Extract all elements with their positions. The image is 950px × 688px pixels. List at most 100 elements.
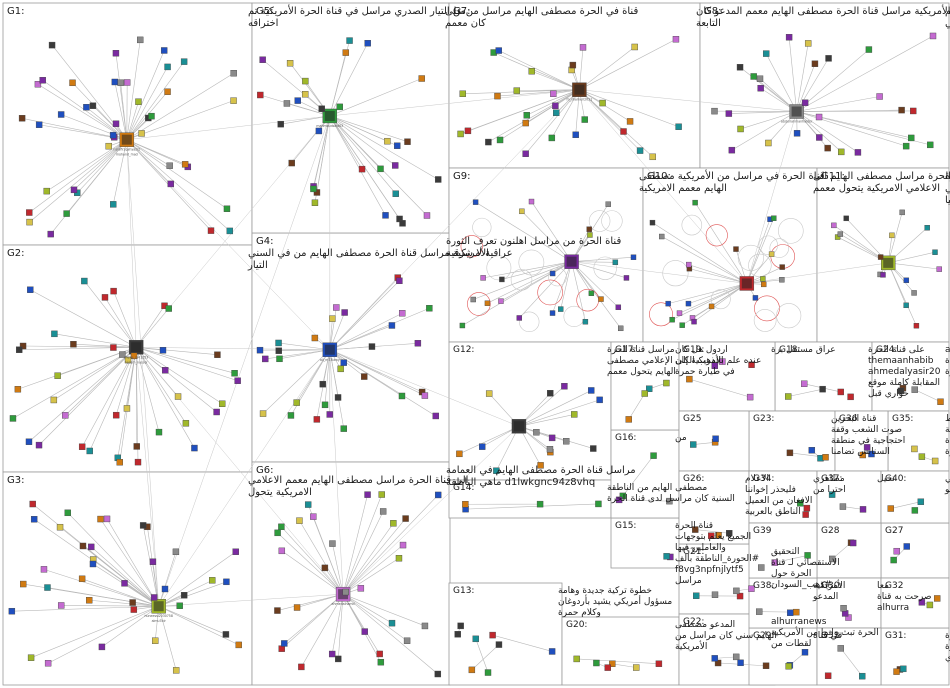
node-avatar[interactable]	[816, 134, 823, 141]
node-avatar[interactable]	[840, 605, 847, 612]
node-avatar[interactable]	[822, 454, 829, 461]
node-avatar[interactable]	[779, 277, 785, 283]
node-avatar[interactable]	[708, 303, 715, 310]
node-avatar[interactable]	[586, 226, 592, 232]
node-avatar[interactable]	[235, 641, 242, 649]
node-avatar[interactable]	[119, 351, 126, 358]
node-avatar[interactable]	[182, 420, 190, 427]
node-avatar[interactable]	[130, 352, 138, 360]
node-avatar[interactable]	[927, 141, 934, 149]
node-avatar[interactable]	[649, 153, 656, 161]
node-avatar[interactable]	[890, 556, 897, 564]
node-avatar[interactable]	[283, 100, 291, 107]
node-avatar[interactable]	[418, 75, 425, 82]
node-avatar[interactable]	[402, 515, 409, 522]
node-avatar[interactable]	[174, 393, 182, 400]
node-avatar[interactable]	[148, 112, 155, 120]
node-avatar[interactable]	[180, 592, 188, 599]
node-avatar[interactable]	[70, 186, 78, 194]
node-avatar[interactable]	[64, 509, 71, 517]
node-avatar[interactable]	[480, 275, 486, 281]
node-avatar[interactable]	[801, 649, 809, 656]
node-avatar[interactable]	[690, 441, 697, 448]
node-avatar[interactable]	[137, 36, 144, 44]
node-avatar[interactable]	[494, 92, 501, 100]
node-avatar[interactable]	[164, 88, 171, 95]
node-avatar[interactable]	[434, 670, 442, 678]
node-avatar[interactable]	[159, 346, 167, 354]
node-avatar[interactable]	[663, 553, 670, 560]
node-avatar[interactable]	[573, 655, 580, 663]
node-avatar[interactable]	[44, 660, 52, 667]
node-avatar[interactable]	[787, 609, 794, 616]
node-avatar[interactable]	[748, 585, 755, 592]
node-avatar[interactable]	[318, 105, 325, 112]
node-avatar[interactable]	[259, 410, 267, 417]
node-avatar[interactable]	[326, 411, 333, 418]
node-avatar[interactable]	[876, 93, 883, 100]
node-avatar[interactable]	[328, 650, 336, 658]
node-avatar[interactable]	[470, 296, 476, 303]
node-avatar[interactable]	[89, 102, 97, 109]
node-avatar[interactable]	[81, 277, 88, 285]
node-avatar[interactable]	[63, 210, 70, 217]
node-avatar[interactable]	[304, 501, 312, 508]
node-avatar[interactable]	[86, 447, 93, 455]
node-avatar[interactable]	[911, 386, 918, 393]
node-avatar[interactable]	[733, 587, 740, 595]
node-avatar[interactable]	[165, 305, 172, 312]
node-avatar[interactable]	[50, 396, 58, 404]
node-avatar[interactable]	[226, 227, 234, 235]
node-avatar[interactable]	[533, 429, 540, 436]
node-avatar[interactable]	[257, 91, 264, 99]
node-avatar[interactable]	[546, 446, 554, 453]
node-avatar[interactable]	[558, 306, 564, 312]
node-avatar[interactable]	[472, 635, 479, 643]
node-avatar[interactable]	[587, 232, 593, 238]
node-avatar[interactable]	[276, 355, 283, 363]
node-avatar[interactable]	[646, 385, 653, 392]
node-avatar[interactable]	[725, 110, 733, 117]
node-avatar[interactable]	[399, 541, 407, 549]
node-avatar[interactable]	[48, 41, 56, 49]
node-avatar[interactable]	[536, 500, 544, 508]
node-avatar[interactable]	[62, 412, 69, 419]
node-avatar[interactable]	[346, 37, 353, 44]
node-avatar[interactable]	[650, 452, 657, 459]
node-avatar[interactable]	[414, 340, 422, 347]
node-avatar[interactable]	[692, 199, 698, 206]
node-avatar[interactable]	[489, 631, 496, 639]
node-avatar[interactable]	[829, 555, 836, 563]
node-avatar[interactable]	[686, 375, 693, 383]
node-avatar[interactable]	[404, 138, 411, 145]
node-avatar[interactable]	[911, 445, 918, 453]
node-avatar[interactable]	[456, 450, 463, 458]
node-avatar[interactable]	[666, 497, 673, 505]
node-avatar[interactable]	[819, 385, 826, 393]
node-avatar[interactable]	[903, 543, 910, 550]
node-avatar[interactable]	[522, 119, 529, 127]
node-avatar[interactable]	[672, 36, 680, 43]
node-avatar[interactable]	[845, 614, 852, 621]
node-avatar[interactable]	[528, 68, 535, 75]
node-avatar[interactable]	[110, 287, 117, 295]
node-avatar[interactable]	[859, 451, 866, 459]
node-avatar[interactable]	[549, 270, 556, 277]
node-avatar[interactable]	[762, 50, 770, 57]
node-avatar[interactable]	[824, 672, 832, 679]
node-avatar[interactable]	[293, 604, 301, 611]
node-avatar[interactable]	[232, 548, 239, 555]
node-avatar[interactable]	[802, 511, 809, 518]
node-avatar[interactable]	[553, 109, 560, 117]
node-avatar[interactable]	[152, 637, 159, 644]
node-avatar[interactable]	[392, 162, 399, 169]
node-avatar[interactable]	[620, 128, 627, 135]
node-avatar[interactable]	[281, 640, 288, 647]
node-avatar[interactable]	[933, 595, 941, 602]
node-avatar[interactable]	[479, 443, 486, 450]
node-avatar[interactable]	[900, 665, 907, 673]
node-avatar[interactable]	[549, 310, 556, 316]
node-avatar[interactable]	[26, 218, 33, 226]
node-avatar[interactable]	[472, 199, 479, 205]
node-avatar[interactable]	[588, 290, 595, 296]
